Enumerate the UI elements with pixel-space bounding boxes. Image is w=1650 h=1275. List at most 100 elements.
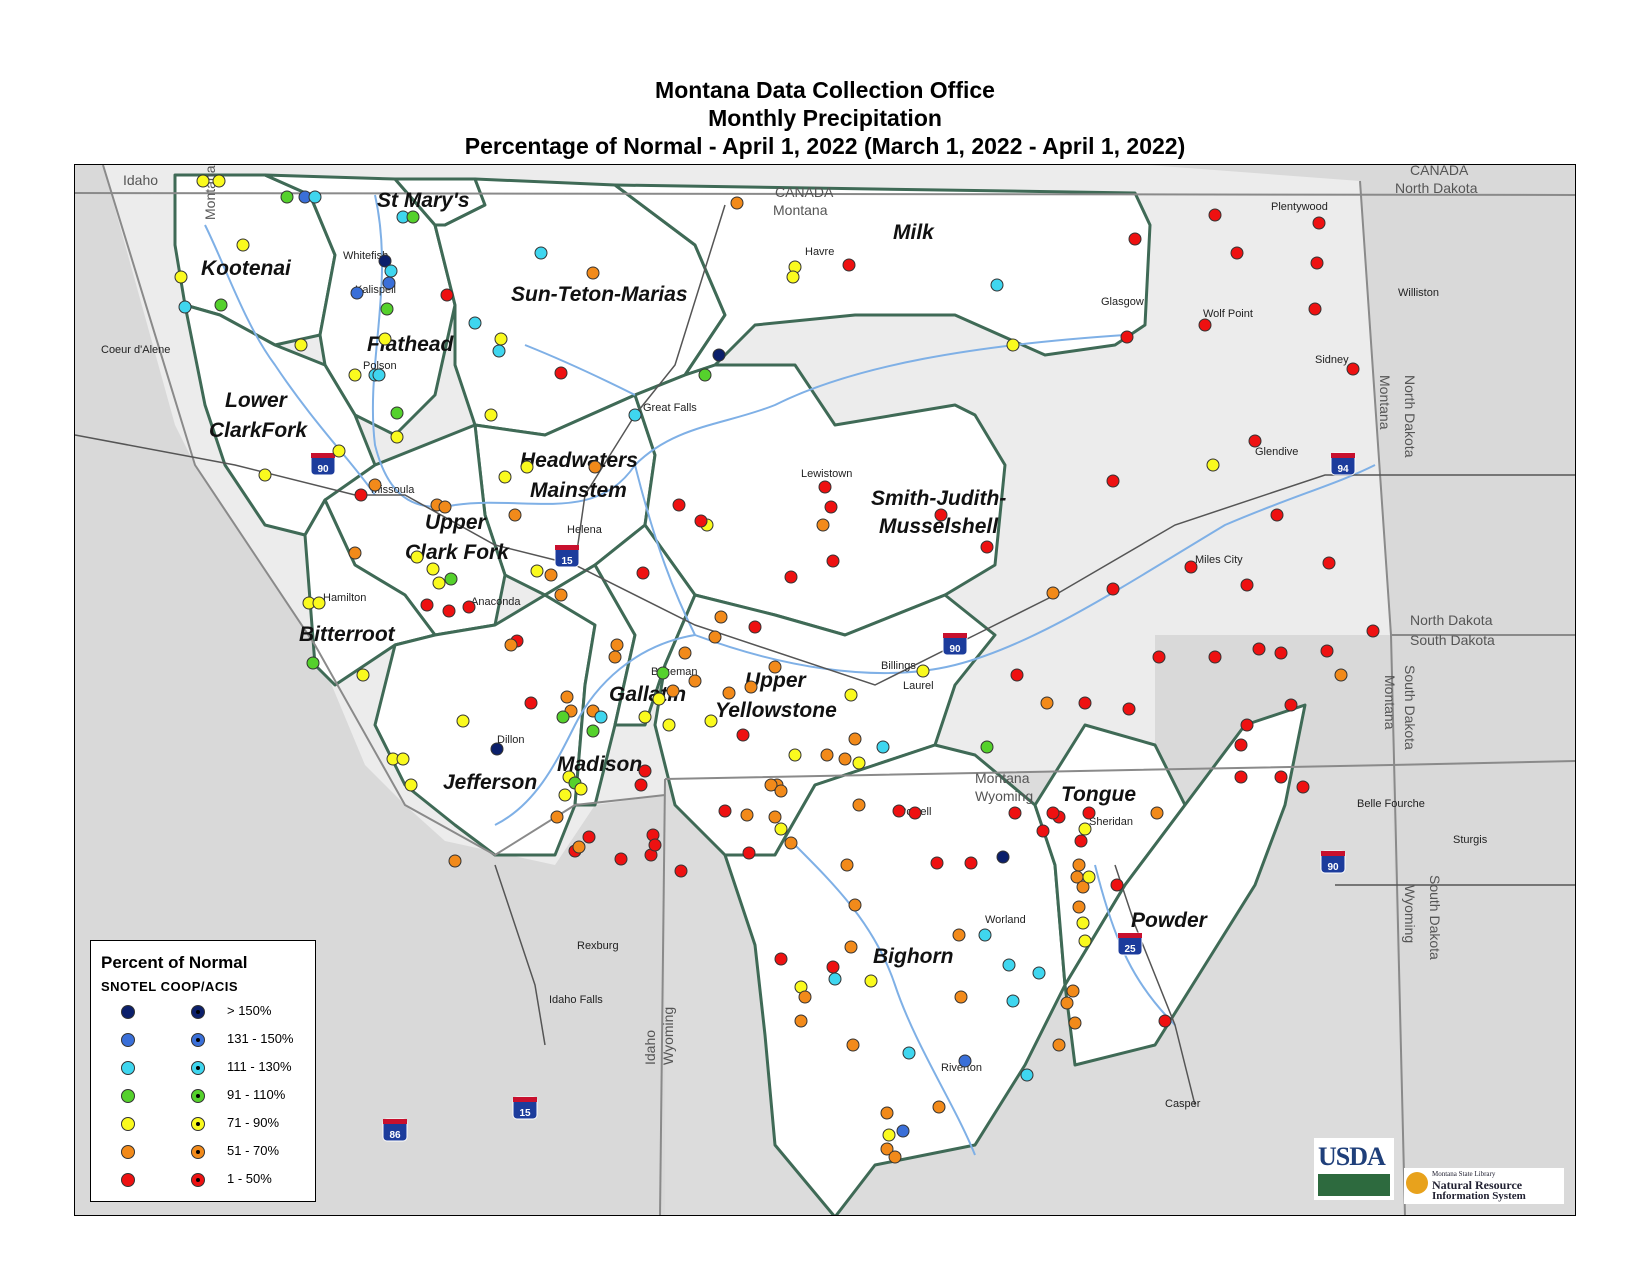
map-svg[interactable]: 90 15 94 90 90 25 15 86 CANADA Montana C… <box>75 165 1576 1216</box>
station-marker[interactable] <box>390 430 404 444</box>
station-marker[interactable] <box>768 810 782 824</box>
station-marker[interactable] <box>736 728 750 742</box>
station-marker[interactable] <box>628 408 642 422</box>
station-marker[interactable] <box>306 656 320 670</box>
station-marker[interactable] <box>1082 806 1096 820</box>
station-marker[interactable] <box>498 470 512 484</box>
station-marker[interactable] <box>594 710 608 724</box>
station-marker[interactable] <box>1150 806 1164 820</box>
station-marker[interactable] <box>1082 870 1096 884</box>
station-marker[interactable] <box>844 688 858 702</box>
station-marker[interactable] <box>520 460 534 474</box>
station-marker[interactable] <box>784 836 798 850</box>
station-marker[interactable] <box>378 254 392 268</box>
station-marker[interactable] <box>396 752 410 766</box>
station-marker[interactable] <box>1240 578 1254 592</box>
station-marker[interactable] <box>880 1106 894 1120</box>
station-marker[interactable] <box>1046 806 1060 820</box>
station-marker[interactable] <box>1270 508 1284 522</box>
station-marker[interactable] <box>456 714 470 728</box>
station-marker[interactable] <box>372 368 386 382</box>
station-marker[interactable] <box>462 600 476 614</box>
station-marker[interactable] <box>852 756 866 770</box>
station-marker[interactable] <box>908 806 922 820</box>
station-marker[interactable] <box>1068 1016 1082 1030</box>
station-marker[interactable] <box>258 468 272 482</box>
station-marker[interactable] <box>892 804 906 818</box>
station-marker[interactable] <box>794 1014 808 1028</box>
station-marker[interactable] <box>368 478 382 492</box>
station-marker[interactable] <box>1208 650 1222 664</box>
station-marker[interactable] <box>348 546 362 560</box>
station-marker[interactable] <box>348 368 362 382</box>
station-marker[interactable] <box>524 696 538 710</box>
station-marker[interactable] <box>1334 668 1348 682</box>
station-marker[interactable] <box>764 778 778 792</box>
station-marker[interactable] <box>774 822 788 836</box>
station-marker[interactable] <box>504 638 518 652</box>
station-marker[interactable] <box>748 620 762 634</box>
station-marker[interactable] <box>1128 232 1142 246</box>
station-marker[interactable] <box>1120 330 1134 344</box>
station-marker[interactable] <box>1234 738 1248 752</box>
station-marker[interactable] <box>996 850 1010 864</box>
station-marker[interactable] <box>980 740 994 754</box>
station-marker[interactable] <box>530 564 544 578</box>
station-marker[interactable] <box>294 338 308 352</box>
station-marker[interactable] <box>582 830 596 844</box>
station-marker[interactable] <box>774 784 788 798</box>
station-marker[interactable] <box>280 190 294 204</box>
station-marker[interactable] <box>214 298 228 312</box>
station-marker[interactable] <box>212 174 226 188</box>
station-marker[interactable] <box>178 300 192 314</box>
station-marker[interactable] <box>1274 646 1288 660</box>
station-marker[interactable] <box>468 316 482 330</box>
station-marker[interactable] <box>332 444 346 458</box>
station-marker[interactable] <box>1312 216 1326 230</box>
station-marker[interactable] <box>406 210 420 224</box>
station-marker[interactable] <box>888 1150 902 1164</box>
station-marker[interactable] <box>380 302 394 316</box>
station-marker[interactable] <box>586 266 600 280</box>
station-marker[interactable] <box>730 196 744 210</box>
station-marker[interactable] <box>384 264 398 278</box>
station-marker[interactable] <box>550 810 564 824</box>
station-marker[interactable] <box>534 246 548 260</box>
station-marker[interactable] <box>694 514 708 528</box>
station-marker[interactable] <box>1040 696 1054 710</box>
station-marker[interactable] <box>494 332 508 346</box>
station-marker[interactable] <box>572 840 586 854</box>
station-marker[interactable] <box>634 778 648 792</box>
station-marker[interactable] <box>930 856 944 870</box>
station-marker[interactable] <box>1106 474 1120 488</box>
station-marker[interactable] <box>826 960 840 974</box>
station-marker[interactable] <box>662 718 676 732</box>
station-marker[interactable] <box>1248 434 1262 448</box>
station-marker[interactable] <box>356 668 370 682</box>
station-marker[interactable] <box>558 788 572 802</box>
station-marker[interactable] <box>1078 822 1092 836</box>
station-marker[interactable] <box>390 406 404 420</box>
station-marker[interactable] <box>404 778 418 792</box>
station-marker[interactable] <box>1008 806 1022 820</box>
map-frame[interactable]: 90 15 94 90 90 25 15 86 CANADA Montana C… <box>74 164 1576 1216</box>
station-marker[interactable] <box>820 748 834 762</box>
station-marker[interactable] <box>826 554 840 568</box>
station-marker[interactable] <box>312 596 326 610</box>
station-marker[interactable] <box>824 500 838 514</box>
station-marker[interactable] <box>1310 256 1324 270</box>
station-marker[interactable] <box>1320 644 1334 658</box>
station-marker[interactable] <box>410 550 424 564</box>
station-marker[interactable] <box>574 782 588 796</box>
station-marker[interactable] <box>742 846 756 860</box>
station-marker[interactable] <box>378 332 392 346</box>
station-marker[interactable] <box>1036 824 1050 838</box>
station-marker[interactable] <box>1074 834 1088 848</box>
station-marker[interactable] <box>1006 338 1020 352</box>
station-marker[interactable] <box>882 1128 896 1142</box>
station-marker[interactable] <box>382 276 396 290</box>
station-marker[interactable] <box>656 666 670 680</box>
station-marker[interactable] <box>916 664 930 678</box>
station-marker[interactable] <box>880 1142 894 1156</box>
station-marker[interactable] <box>844 940 858 954</box>
